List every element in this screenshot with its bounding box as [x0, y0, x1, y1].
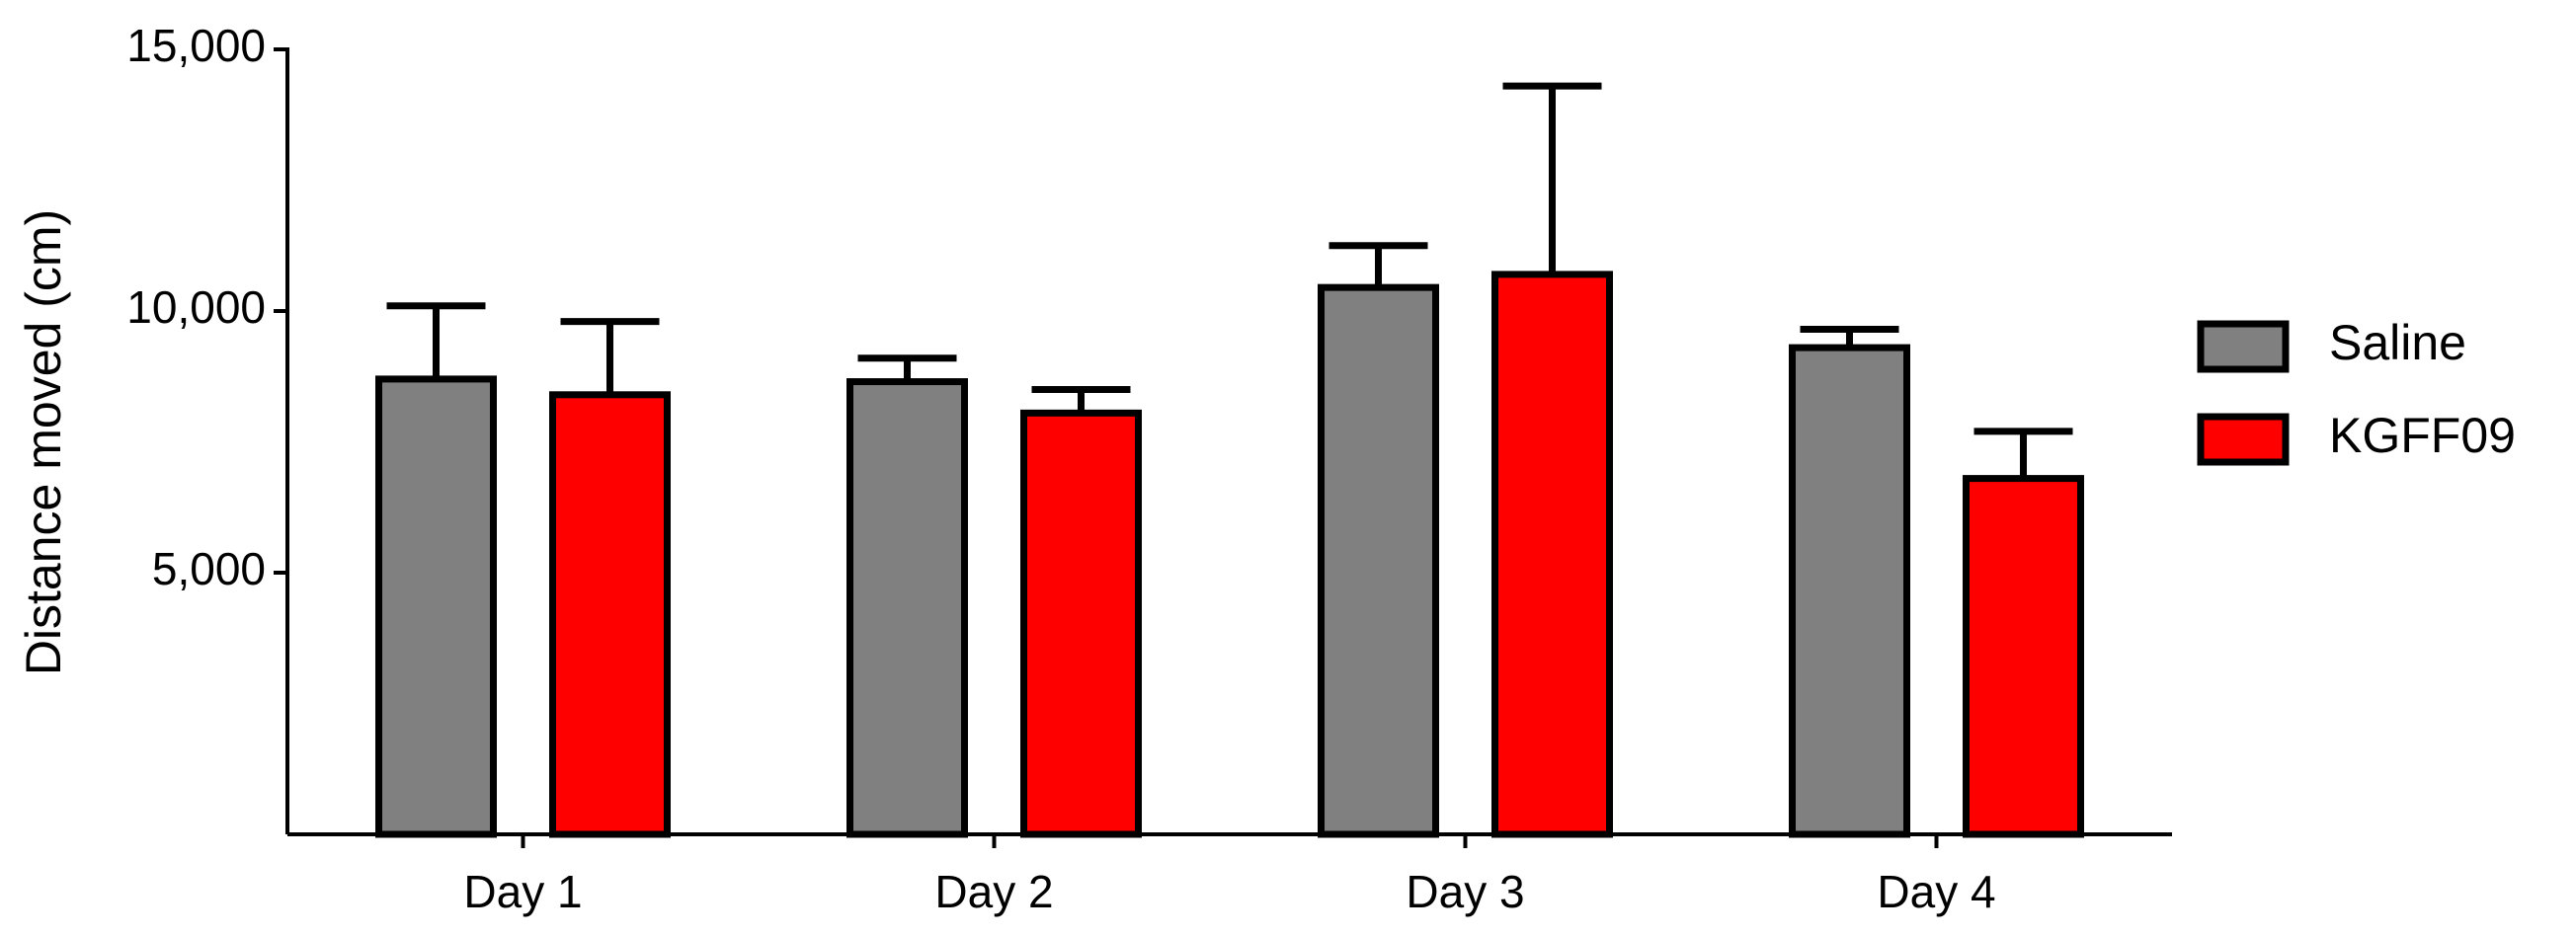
bar: [375, 375, 497, 838]
bar: [1020, 409, 1142, 838]
y-tick-label: 15,000: [126, 20, 266, 71]
x-tick-label: Day 4: [1877, 866, 1995, 917]
error-bar: [560, 318, 660, 395]
x-tick-label: Day 1: [463, 866, 582, 917]
bar: [846, 378, 968, 838]
error-bar: [1328, 242, 1428, 288]
bar: [1963, 475, 2084, 838]
bar: [1789, 344, 1910, 838]
bar: [1491, 271, 1613, 838]
error-bar: [1502, 82, 1602, 274]
bar: [549, 391, 671, 838]
error-bar: [1973, 428, 2073, 479]
legend-label: Saline: [2329, 315, 2466, 370]
error-bar: [857, 354, 957, 382]
x-tick-label: Day 2: [934, 866, 1053, 917]
error-bar: [386, 302, 486, 379]
x-tick-label: Day 3: [1406, 866, 1524, 917]
legend-swatch: [2197, 413, 2290, 466]
legend-swatch: [2197, 320, 2290, 373]
bar: [1318, 283, 1439, 838]
y-axis-label: Distance moved (cm): [16, 209, 71, 675]
y-tick-label: 10,000: [126, 281, 266, 333]
legend-label: KGFF09: [2329, 408, 2516, 463]
y-tick-label: 5,000: [152, 543, 266, 594]
error-bar: [1031, 386, 1131, 414]
